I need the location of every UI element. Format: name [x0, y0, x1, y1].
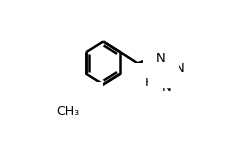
Text: N: N [175, 62, 185, 75]
Text: CH₃: CH₃ [56, 105, 79, 118]
Text: H: H [145, 76, 155, 89]
Text: N: N [161, 81, 171, 94]
Text: O: O [79, 96, 90, 109]
Text: N: N [156, 52, 166, 65]
Text: N: N [135, 76, 145, 89]
